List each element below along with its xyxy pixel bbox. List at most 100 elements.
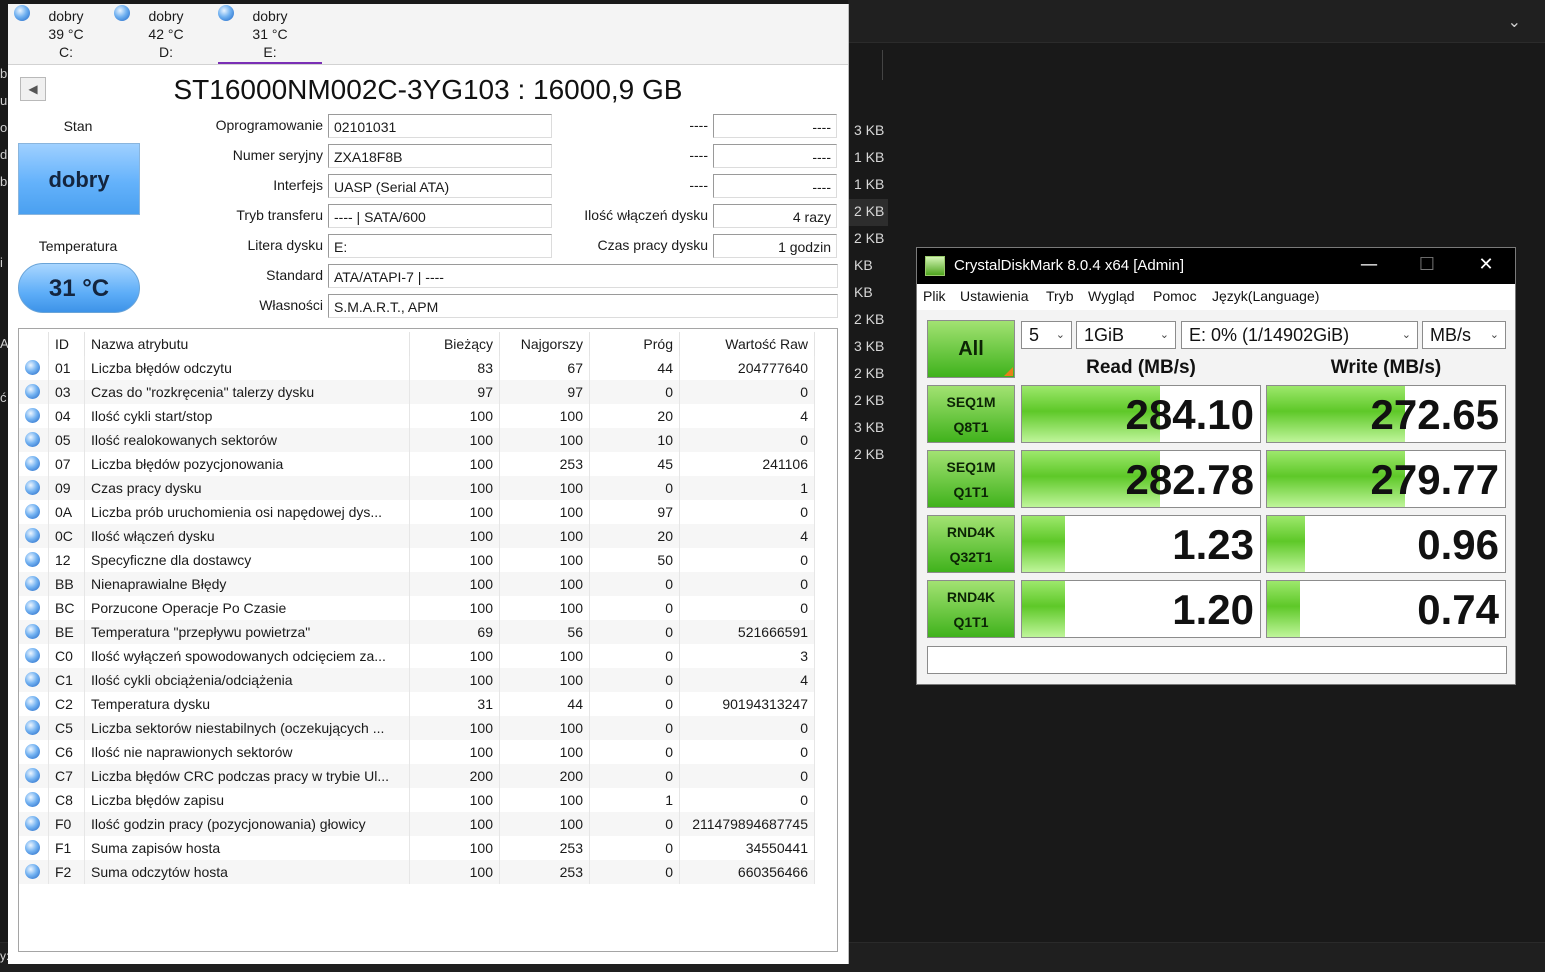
cell-name: Ilość nie naprawionych sektorów — [85, 740, 410, 764]
table-row[interactable]: F0 Ilość godzin pracy (pozycjonowania) gł… — [19, 812, 815, 836]
cell-name: Czas pracy dysku — [85, 476, 410, 500]
test-rnd4k-q1t1-button[interactable]: RND4K Q1T1 — [927, 580, 1015, 638]
table-row[interactable]: 12 Specyficzne dla dostawcy 100 100 50 0 — [19, 548, 815, 572]
previous-drive-button[interactable]: ◀ — [20, 77, 46, 101]
menu-help[interactable]: Pomoc — [1153, 288, 1197, 304]
menu-file[interactable]: Plik — [923, 288, 946, 304]
file-size[interactable]: 3 KB — [854, 338, 885, 354]
header-raw[interactable]: Wartość Raw — [680, 332, 815, 356]
explorer-left-column: b u o d b i A ć — [0, 60, 8, 960]
table-row[interactable]: 01 Liczba błędów odczytu 83 67 44 204777640 — [19, 356, 815, 380]
file-size[interactable]: 2 KB — [854, 365, 885, 381]
test-seq1m-q1t1-button[interactable]: SEQ1M Q1T1 — [927, 450, 1015, 508]
header-current[interactable]: Bieżący — [410, 332, 500, 356]
table-row[interactable]: C0 Ilość wyłączeń spowodowanych odcięciem… — [19, 644, 815, 668]
table-row[interactable]: 03 Czas do "rozkręcenia" talerzy dysku 97 9… — [19, 380, 815, 404]
file-size[interactable]: 2 KB — [854, 392, 885, 408]
table-row[interactable]: C7 Liczba błędów CRC podczas pracy w tryb… — [19, 764, 815, 788]
status-cell — [19, 572, 49, 596]
close-button[interactable]: ✕ — [1466, 252, 1506, 280]
title-bar[interactable]: CrystalDiskMark 8.0.4 x64 [Admin] — ☐ ✕ — [917, 248, 1515, 284]
unit-select[interactable]: MB/s ⌄ — [1422, 321, 1506, 349]
file-size[interactable]: 2 KB — [854, 230, 885, 246]
table-row[interactable]: BB Nienaprawialne Błędy 100 100 0 0 — [19, 572, 815, 596]
crystaldiskinfo-window: dobry 39 °C C: dobry 42 °C D: dobry 31 °… — [8, 4, 849, 964]
write-value: 0.74 — [1417, 586, 1499, 633]
file-size[interactable]: 2 KB — [854, 446, 885, 462]
cell-raw: 3 — [680, 644, 815, 668]
comment-input[interactable] — [927, 646, 1507, 674]
drive-tab-e[interactable]: dobry 31 °C E: — [218, 4, 322, 64]
table-row[interactable]: F2 Suma odczytów hosta 100 253 0 660356466 — [19, 860, 815, 884]
cell-current: 31 — [410, 692, 500, 716]
menu-settings[interactable]: Ustawienia — [960, 288, 1029, 304]
header-worst[interactable]: Najgorszy — [500, 332, 590, 356]
cell-current: 100 — [410, 452, 500, 476]
cell-name: Temperatura dysku — [85, 692, 410, 716]
file-size[interactable]: 3 KB — [854, 122, 885, 138]
file-size[interactable]: KB — [854, 257, 873, 273]
serial-field: ZXA18F8B — [328, 144, 552, 168]
minimize-button[interactable]: — — [1349, 252, 1389, 280]
header-name[interactable]: Nazwa atrybutu — [85, 332, 410, 356]
menu-language[interactable]: Język(Language) — [1212, 288, 1320, 304]
file-size[interactable]: KB — [854, 284, 873, 300]
table-row[interactable]: C1 Ilość cykli obciążenia/odciążenia 100 10… — [19, 668, 815, 692]
table-row[interactable]: 07 Liczba błędów pozycjonowania 100 253 45 24… — [19, 452, 815, 476]
table-row[interactable]: BC Porzucone Operacje Po Czasie 100 100 0 0 — [19, 596, 815, 620]
table-row[interactable]: 0A Liczba prób uruchomienia osi napędowej… — [19, 500, 815, 524]
cell-raw: 521666591 — [680, 620, 815, 644]
table-row[interactable]: C6 Ilość nie naprawionych sektorów 100 100 0… — [19, 740, 815, 764]
cell-name: Ilość włączeń dysku — [85, 524, 410, 548]
cell-threshold: 0 — [590, 644, 680, 668]
table-row[interactable]: BE Temperatura "przepływu powietrza" 69 56 0… — [19, 620, 815, 644]
temperature-button[interactable]: 31 °C — [18, 263, 140, 313]
table-row[interactable]: 05 Ilość realokowanych sektorów 100 100 10 0 — [19, 428, 815, 452]
cell-raw: 660356466 — [680, 860, 815, 884]
power-on-count-field: 4 razy — [713, 204, 837, 228]
menu-mode[interactable]: Tryb — [1046, 288, 1074, 304]
test-count-select[interactable]: 5 ⌄ — [1021, 321, 1072, 349]
read-bar — [1022, 451, 1161, 507]
table-row[interactable]: C2 Temperatura dysku 31 44 0 90194313247 — [19, 692, 815, 716]
table-row[interactable]: 04 Ilość cykli start/stop 100 100 20 4 — [19, 404, 815, 428]
drive-select-value: E: 0% (1/14902GiB) — [1189, 325, 1350, 345]
menu-theme[interactable]: Wygląd — [1088, 288, 1135, 304]
header-id[interactable]: ID — [49, 332, 85, 356]
test-seq1m-q8t1-button[interactable]: SEQ1M Q8T1 — [927, 385, 1015, 443]
header-threshold[interactable]: Próg — [590, 332, 680, 356]
table-row[interactable]: C5 Liczba sektorów niestabilnych (oczekuj… — [19, 716, 815, 740]
drive-select[interactable]: E: 0% (1/14902GiB) ⌄ — [1181, 321, 1418, 349]
cell-id: C6 — [49, 740, 85, 764]
test-rnd4k-q32t1-button[interactable]: RND4K Q32T1 — [927, 515, 1015, 573]
file-size[interactable]: 2 KB — [854, 311, 885, 327]
chevron-down-icon[interactable]: ⌄ — [1507, 12, 1521, 31]
cell-name: Liczba błędów odczytu — [85, 356, 410, 380]
firmware-label: Oprogramowanie — [215, 117, 323, 133]
table-row[interactable]: 0C Ilość włączeń dysku 100 100 20 4 — [19, 524, 815, 548]
cell-worst: 100 — [500, 596, 590, 620]
file-size[interactable]: 2 KB — [848, 199, 888, 226]
standard-field: ATA/ATAPI-7 | ---- — [328, 264, 838, 288]
chevron-down-icon: ⌄ — [1489, 328, 1499, 341]
file-size[interactable]: 3 KB — [854, 419, 885, 435]
status-cell — [19, 788, 49, 812]
table-row[interactable]: 09 Czas pracy dysku 100 100 0 1 — [19, 476, 815, 500]
table-row[interactable]: F1 Suma zapisów hosta 100 253 0 34550441 — [19, 836, 815, 860]
cell-raw: 4 — [680, 524, 815, 548]
health-status-button[interactable]: dobry — [18, 143, 140, 215]
drive-tab-c[interactable]: dobry 39 °C C: — [14, 4, 118, 62]
cell-id: BE — [49, 620, 85, 644]
cell-worst: 100 — [500, 668, 590, 692]
maximize-button[interactable]: ☐ — [1407, 252, 1447, 280]
file-size[interactable]: 1 KB — [854, 149, 885, 165]
drive-tab-d[interactable]: dobry 42 °C D: — [114, 4, 218, 62]
cell-worst: 100 — [500, 740, 590, 764]
test-size-select[interactable]: 1GiB ⌄ — [1076, 321, 1176, 349]
cell-name: Liczba prób uruchomienia osi napędowej d… — [85, 500, 410, 524]
run-all-button[interactable]: All — [927, 320, 1015, 378]
explorer-size-column: 3 KB 1 KB 1 KB 2 KB 2 KB KB KB 2 KB 3 KB… — [848, 118, 888, 469]
table-row[interactable]: C8 Liczba błędów zapisu 100 100 1 0 — [19, 788, 815, 812]
column-separator — [882, 50, 883, 80]
file-size[interactable]: 1 KB — [854, 176, 885, 192]
